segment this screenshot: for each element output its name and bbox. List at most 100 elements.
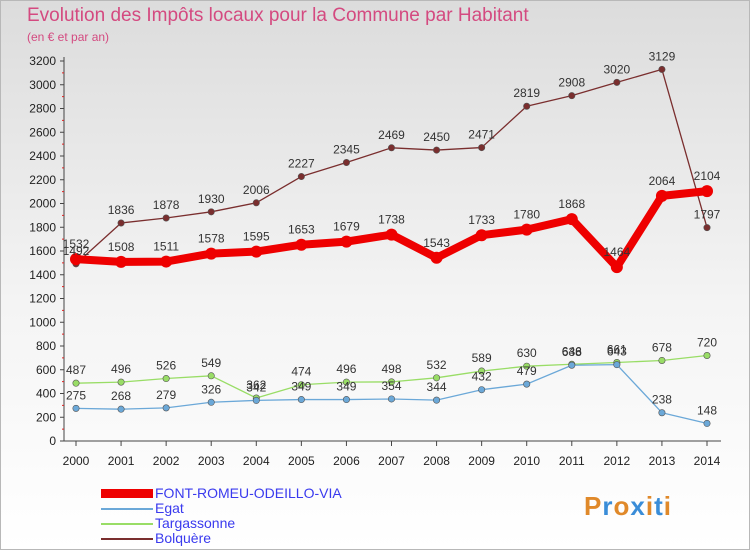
x-tick-label: 2004 <box>243 454 270 468</box>
data-point-0 <box>701 185 713 198</box>
x-tick-label: 2003 <box>198 454 225 468</box>
y-tick-label: 2600 <box>29 125 56 139</box>
data-label-1: 342 <box>246 380 266 394</box>
data-label-0: 2064 <box>649 174 676 188</box>
data-label-2: 661 <box>607 343 627 357</box>
data-label-3: 3020 <box>604 62 631 76</box>
data-label-2: 496 <box>336 362 356 376</box>
data-point-1 <box>207 398 215 406</box>
data-point-3 <box>252 199 260 207</box>
data-point-1 <box>162 404 170 412</box>
data-label-1: 643 <box>607 345 627 359</box>
x-tick-label: 2008 <box>423 454 450 468</box>
data-point-3 <box>658 65 666 73</box>
data-point-2 <box>703 351 711 359</box>
data-point-0 <box>295 238 308 251</box>
data-point-1 <box>72 404 80 412</box>
data-label-0: 1733 <box>468 213 495 227</box>
data-point-3 <box>523 102 531 110</box>
legend-label-bolquere: Bolquère <box>155 530 212 546</box>
data-label-2: 532 <box>427 358 447 372</box>
y-tick-label: 2000 <box>29 197 56 211</box>
data-point-1 <box>658 409 666 417</box>
data-point-1 <box>703 419 711 427</box>
data-point-3 <box>342 159 350 167</box>
data-label-2: 630 <box>517 346 537 360</box>
data-point-2 <box>523 362 531 370</box>
x-tick-label: 2000 <box>63 454 90 468</box>
y-tick-label: 400 <box>36 387 56 401</box>
data-label-0: 1738 <box>378 213 405 227</box>
chart-subtitle: (en € et par an) <box>27 30 110 44</box>
data-label-2: 487 <box>66 363 86 377</box>
data-label-2: 678 <box>652 340 672 354</box>
legend-swatch-targassonne <box>101 523 153 525</box>
data-point-0 <box>475 229 488 242</box>
data-label-1: 349 <box>336 380 356 394</box>
x-tick-label: 2006 <box>333 454 360 468</box>
data-label-2: 496 <box>111 362 131 376</box>
data-label-3: 1930 <box>198 192 225 206</box>
legend-swatch-bolquere <box>101 538 153 540</box>
data-label-0: 1464 <box>604 245 631 259</box>
data-point-2 <box>478 367 486 375</box>
data-point-2 <box>207 372 215 380</box>
data-label-1: 326 <box>201 382 221 396</box>
data-point-3 <box>433 146 441 154</box>
data-label-3: 2227 <box>288 157 315 171</box>
data-label-1: 479 <box>517 364 537 378</box>
data-point-1 <box>342 396 350 404</box>
data-label-0: 1595 <box>243 230 270 244</box>
data-label-0: 1653 <box>288 223 315 237</box>
data-label-2: 589 <box>472 351 492 365</box>
logo-letter: i <box>663 491 672 521</box>
logo-letter: x <box>630 491 646 521</box>
data-point-3 <box>117 219 125 227</box>
y-tick-label: 2400 <box>29 149 56 163</box>
data-label-3: 2908 <box>558 76 585 90</box>
data-label-2: 362 <box>246 378 266 392</box>
data-label-2: 526 <box>156 359 176 373</box>
x-tick-label: 2013 <box>649 454 676 468</box>
data-label-3: 1797 <box>694 208 721 222</box>
data-point-1 <box>433 396 441 404</box>
data-point-0 <box>430 251 443 264</box>
data-point-1 <box>117 405 125 413</box>
data-label-1: 432 <box>472 370 492 384</box>
legend-label-targassonne: Targassonne <box>155 515 236 531</box>
data-label-0: 2104 <box>694 169 721 183</box>
data-label-1: 638 <box>562 345 582 359</box>
x-tick-label: 2014 <box>694 454 721 468</box>
data-point-0 <box>565 213 578 226</box>
data-point-2 <box>342 378 350 386</box>
legend-label-egat: Egat <box>155 500 184 516</box>
y-tick-label: 1200 <box>29 292 56 306</box>
data-label-1: 238 <box>652 393 672 407</box>
data-label-2: 498 <box>381 362 401 376</box>
data-point-3 <box>162 214 170 222</box>
data-label-0: 1679 <box>333 220 360 234</box>
y-tick-label: 2200 <box>29 173 56 187</box>
x-tick-label: 2011 <box>559 454 585 468</box>
data-label-2: 549 <box>201 356 221 370</box>
logo-letter: t <box>654 491 664 521</box>
data-point-1 <box>478 386 486 394</box>
legend-swatch-font-romeu <box>101 489 153 498</box>
data-label-0: 1578 <box>198 232 225 246</box>
data-label-1: 354 <box>381 379 401 393</box>
legend-swatch-egat <box>101 508 153 510</box>
data-point-0 <box>610 261 623 274</box>
x-tick-label: 2007 <box>378 454 405 468</box>
y-tick-label: 600 <box>36 363 56 377</box>
data-point-3 <box>703 224 711 232</box>
data-point-0 <box>250 245 263 258</box>
y-tick-label: 0 <box>49 434 56 448</box>
y-tick-label: 200 <box>36 410 56 424</box>
y-tick-label: 1800 <box>29 220 56 234</box>
logo-letter: i <box>645 491 655 521</box>
data-point-2 <box>117 378 125 386</box>
data-label-1: 279 <box>156 388 176 402</box>
data-point-0 <box>520 223 533 236</box>
data-label-0: 1868 <box>558 197 585 211</box>
